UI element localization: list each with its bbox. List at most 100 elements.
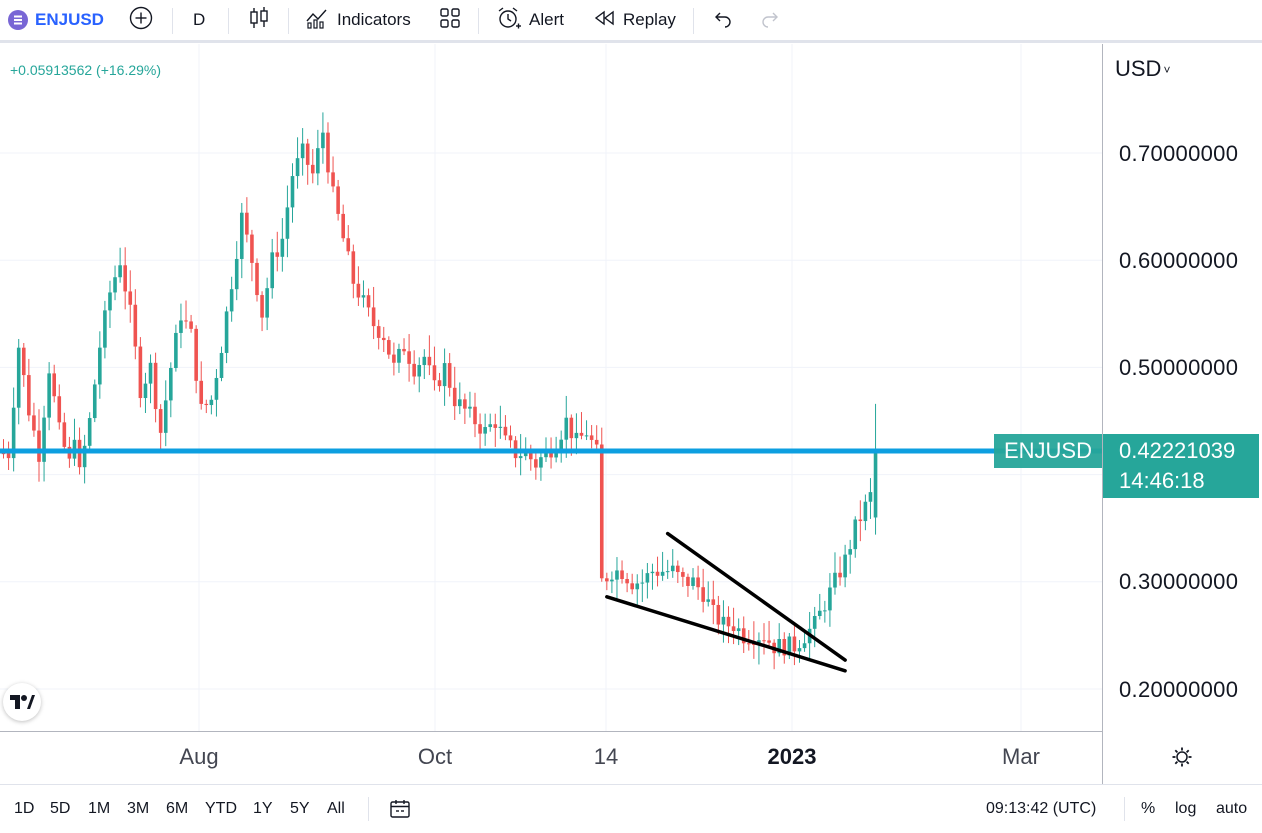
time-axis[interactable]: Aug Oct 14 2023 Mar — [0, 731, 1102, 785]
chart-pane[interactable]: +0.05913562 (+16.29%) ENJUSD — [0, 44, 1102, 731]
candle-body — [169, 367, 173, 401]
undo-button[interactable] — [712, 0, 734, 40]
currency-selector[interactable]: USD ˅ — [1115, 56, 1170, 82]
indicators-icon — [305, 6, 329, 35]
candle-body — [82, 445, 87, 468]
current-price: 0.42221039 — [1119, 438, 1236, 463]
candle-body — [726, 616, 731, 627]
candle-body — [300, 143, 305, 159]
range-1m[interactable]: 1M — [88, 800, 111, 817]
candle-body — [848, 549, 852, 555]
bottom-toolbar: 1D 5D 1M 3M 6M YTD 1Y 5Y All 09:13:42 (U… — [0, 784, 1262, 833]
price-chart[interactable] — [0, 44, 1102, 731]
chart-type-button[interactable] — [248, 0, 270, 40]
candle-body — [762, 640, 766, 642]
symbol-line-badge: ENJUSD — [994, 434, 1102, 468]
candle-body — [402, 348, 406, 352]
plus-circle-icon — [128, 5, 154, 36]
symbol-label: ENJUSD — [35, 10, 104, 29]
range-6m[interactable]: 6M — [166, 800, 189, 817]
price-axis[interactable]: USD ˅ 0.70000000 0.60000000 0.50000000 0.… — [1102, 44, 1262, 784]
candle-body — [371, 307, 376, 327]
candle-body — [873, 451, 878, 518]
candle-body — [346, 238, 351, 252]
redo-button[interactable] — [759, 0, 781, 40]
change-legend: +0.05913562 (+16.29%) — [10, 62, 162, 78]
candle-body — [214, 377, 219, 400]
candle-body — [534, 459, 538, 468]
toolbar-divider — [693, 8, 694, 34]
auto-toggle[interactable]: auto — [1216, 800, 1248, 817]
candle-body — [295, 158, 300, 177]
candle-body — [163, 400, 168, 433]
candle-body — [478, 424, 482, 434]
templates-button[interactable] — [439, 0, 461, 40]
symbol-search-button[interactable]: ENJUSD — [8, 0, 104, 40]
time-tick: 14 — [593, 744, 619, 769]
range-5d[interactable]: 5D — [50, 800, 71, 817]
candle-body — [118, 265, 122, 278]
candle-body — [554, 452, 558, 458]
indicators-button[interactable]: Indicators — [305, 0, 411, 40]
currency-label: USD — [1115, 56, 1162, 81]
candle-body — [767, 640, 771, 643]
candle-body — [569, 417, 574, 439]
candle-body — [625, 579, 629, 584]
candle-body — [37, 430, 41, 462]
top-toolbar: ENJUSD D Indicators Alert Re — [0, 0, 1262, 43]
candle-body — [493, 424, 498, 428]
candle-body — [701, 587, 705, 602]
candle-body — [310, 164, 315, 174]
candle-body — [711, 599, 716, 605]
utc-clock[interactable]: 09:13:42 (UTC) — [986, 800, 1097, 817]
candle-body — [741, 628, 746, 644]
candle-body — [305, 143, 310, 165]
range-all[interactable]: All — [327, 800, 345, 817]
candle-body — [260, 295, 264, 318]
alert-button[interactable]: Alert — [496, 0, 564, 40]
candle-body — [270, 252, 275, 289]
candle-body — [463, 399, 467, 409]
candle-body — [696, 577, 700, 588]
gear-icon — [1172, 747, 1192, 767]
toolbar-divider — [172, 8, 173, 34]
candle-body — [681, 572, 685, 577]
candle-body — [787, 636, 792, 656]
range-1d[interactable]: 1D — [14, 800, 35, 817]
candle-body — [245, 212, 249, 235]
percent-toggle[interactable]: % — [1141, 800, 1156, 817]
candle-body — [670, 565, 675, 572]
candle-body — [442, 363, 447, 387]
candle-body — [285, 207, 290, 239]
candle-body — [42, 417, 46, 462]
tradingview-logo[interactable] — [3, 683, 41, 721]
log-toggle[interactable]: log — [1175, 800, 1197, 817]
candle-body — [412, 363, 416, 377]
range-3m[interactable]: 3M — [127, 800, 150, 817]
candle-body — [387, 340, 391, 355]
range-ytd[interactable]: YTD — [205, 800, 237, 817]
interval-button[interactable]: D — [193, 0, 205, 40]
candle-body — [361, 295, 366, 298]
candle-body — [736, 628, 741, 632]
replay-button[interactable]: Replay — [594, 0, 676, 40]
range-1y[interactable]: 1Y — [253, 800, 273, 817]
candle-body — [691, 577, 695, 586]
chart-settings-button[interactable] — [1171, 746, 1193, 773]
wedge-trendline — [605, 595, 847, 673]
candle-body — [376, 326, 381, 338]
compare-add-button[interactable] — [128, 0, 154, 40]
candle-body — [326, 132, 330, 173]
candle-body — [610, 579, 614, 582]
candle-body — [189, 321, 193, 329]
candle-body — [640, 582, 645, 584]
candle-body — [336, 186, 340, 214]
candle-body — [843, 554, 847, 578]
candle-body — [483, 427, 487, 434]
candle-body — [143, 383, 148, 399]
candle-body — [523, 450, 528, 457]
range-5y[interactable]: 5Y — [290, 800, 310, 817]
go-to-date-button[interactable] — [388, 785, 412, 833]
toolbar-divider — [478, 8, 479, 34]
candle-body — [630, 583, 634, 590]
